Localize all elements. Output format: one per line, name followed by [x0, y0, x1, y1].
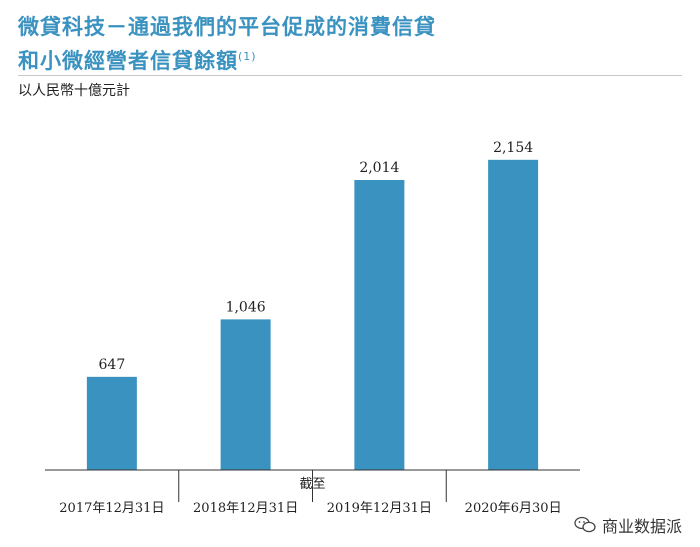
bar-1 — [86, 376, 137, 470]
unit-label: 以人民幣十億元計 — [18, 83, 130, 99]
title-footnote-marker: (1) — [238, 50, 257, 63]
watermark-text: 商业数据派 — [601, 517, 682, 536]
x-tick-label-2: 2018年12月31日 — [193, 501, 298, 516]
bar-value-label-2: 1,046 — [226, 299, 266, 315]
wechat-icon — [574, 516, 596, 534]
title-divider — [18, 75, 682, 76]
x-tick-label-4: 2020年6月30日 — [465, 501, 562, 516]
bar-3 — [354, 179, 405, 470]
x-axis-caption: 截至 — [299, 477, 325, 492]
bar-4 — [488, 159, 539, 470]
bar-value-label-3: 2,014 — [359, 160, 399, 176]
x-tick-label-1: 2017年12月31日 — [59, 501, 164, 516]
x-tick-label-3: 2019年12月31日 — [327, 501, 432, 516]
bar-value-label-1: 647 — [99, 357, 126, 373]
bar-2 — [220, 319, 271, 470]
title-line-2: 和小微經營者信貸餘額(1) — [18, 42, 436, 76]
watermark: 商业数据派 — [569, 511, 686, 539]
chart-title: 微貸科技－通過我們的平台促成的消費信貸 和小微經營者信貸餘額(1) — [18, 12, 436, 76]
title-line-2-text: 和小微經營者信貸餘額 — [18, 49, 238, 73]
title-line-1: 微貸科技－通過我們的平台促成的消費信貸 — [18, 15, 436, 39]
bar-value-label-4: 2,154 — [493, 140, 533, 156]
